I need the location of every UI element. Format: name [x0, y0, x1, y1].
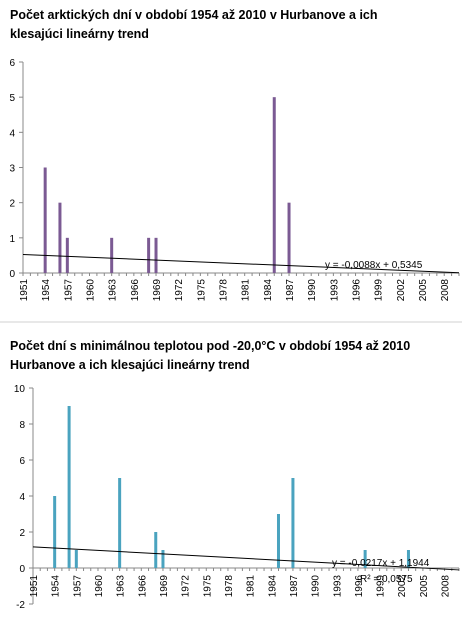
chart2-bar — [291, 478, 295, 568]
chart1-title-line2: klesajúci lineárny trend — [10, 27, 149, 41]
chart1-bar — [147, 237, 151, 273]
chart1-x-tick-label: 1963 — [108, 279, 119, 302]
chart2-y-tick-label: 2 — [19, 528, 25, 539]
chart2-x-tick-label: 2008 — [441, 575, 452, 598]
chart1-bar — [65, 237, 69, 273]
chart1-x-tick-label: 1984 — [263, 279, 274, 302]
chart1-x-tick-label: 1999 — [374, 279, 385, 302]
chart1-title: Počet arktických dní v období 1954 až 20… — [10, 6, 378, 44]
chart2-bar — [161, 550, 165, 568]
chart2-x-tick-label: 1966 — [137, 575, 148, 598]
chart2-y-tick-label: 4 — [19, 492, 25, 503]
chart2-x-tick-label: 1981 — [246, 575, 257, 598]
chart1-x-tick-label: 1981 — [241, 279, 252, 302]
chart1-bar — [110, 237, 114, 273]
chart2-y-tick-label: 0 — [19, 564, 25, 575]
chart2-x-tick-label: 1975 — [202, 575, 213, 598]
chart2-x-tick-label: 1951 — [29, 575, 40, 598]
chart1-y-tick-label: 2 — [9, 199, 15, 210]
chart2-y-tick-label: 8 — [19, 420, 25, 431]
chart2-x-tick-label: 1978 — [224, 575, 235, 598]
chart1-bar — [272, 97, 276, 274]
chart2-x-tick-label: 1996 — [354, 575, 365, 598]
chart2-bar — [118, 478, 122, 568]
chart2-x-tick-label: 1993 — [332, 575, 343, 598]
chart1-x-tick-label: 1990 — [307, 279, 318, 302]
chart2-title: Počet dní s minimálnou teplotou pod -20,… — [10, 337, 410, 375]
chart2-x-tick-label: 1972 — [181, 575, 192, 598]
chart2-bar — [154, 532, 158, 568]
chart2-x-tick-label: 1999 — [376, 575, 387, 598]
chart1-title-line1: Počet arktických dní v období 1954 až 20… — [10, 8, 378, 22]
chart1-x-tick-label: 1966 — [130, 279, 141, 302]
chart2-x-tick-label: 1963 — [116, 575, 127, 598]
chart2-bar — [67, 406, 71, 568]
chart1-x-tick-label: 2008 — [440, 279, 451, 302]
chart2-title-line2: Hurbanove a ich klesajúci lineárny trend — [10, 358, 250, 372]
chart1-x-tick-label: 1957 — [63, 279, 74, 302]
chart1-x-tick-label: 2005 — [418, 279, 429, 302]
chart1-x-tick-label: 1951 — [19, 279, 30, 302]
chart1-x-tick-label: 1969 — [152, 279, 163, 302]
chart1-y-tick-label: 0 — [9, 269, 15, 280]
chart2-bar — [53, 496, 57, 568]
chart1-y-tick-label: 3 — [9, 164, 15, 175]
chart1-y-tick-label: 1 — [9, 234, 15, 245]
chart1-x-tick-label: 1987 — [285, 279, 296, 302]
chart2-title-line1: Počet dní s minimálnou teplotou pod -20,… — [10, 339, 411, 353]
chart1-bar — [43, 167, 47, 273]
chart2-bar — [406, 550, 410, 568]
chart1-x-tick-label: 1975 — [196, 279, 207, 302]
chart1-trend-equation: y = -0,0088x + 0,5345 — [325, 260, 423, 271]
chart2-bar — [363, 550, 367, 568]
chart1-x-tick-label: 1954 — [41, 279, 52, 302]
chart1-bar — [154, 237, 158, 273]
chart2-y-tick-label: -2 — [16, 600, 25, 611]
chart2-x-tick-label: 1990 — [311, 575, 322, 598]
chart2-r-squared: R² = 0,0575 — [360, 574, 413, 585]
chart1-y-tick-label: 5 — [9, 93, 15, 104]
chart1-y-tick-label: 6 — [9, 58, 15, 69]
chart1-x-tick-label: 1993 — [329, 279, 340, 302]
chart2-x-tick-label: 1984 — [267, 575, 278, 598]
chart1-bar — [287, 202, 291, 273]
chart2-y-tick-label: 10 — [14, 384, 26, 395]
chart2-x-tick-label: 1957 — [72, 575, 83, 598]
chart2-x-tick-label: 1969 — [159, 575, 170, 598]
chart2-trendline — [32, 546, 460, 571]
chart1-x-tick-label: 2002 — [396, 279, 407, 302]
chart1-x-tick-label: 1996 — [352, 279, 363, 302]
chart2-x-tick-label: 2005 — [419, 575, 430, 598]
chart2-x-tick-label: 2002 — [397, 575, 408, 598]
chart2-y-tick-label: 6 — [19, 456, 25, 467]
chart1-x-tick-label: 1960 — [86, 279, 97, 302]
chart1-bar — [58, 202, 62, 273]
chart2-trend-equation: y = -0,0217x + 1,1944 — [332, 558, 430, 569]
chart2-bar — [74, 550, 78, 568]
chart1-x-tick-label: 1972 — [174, 279, 185, 302]
chart2-x-tick-label: 1960 — [94, 575, 105, 598]
chart2-bar — [276, 514, 280, 568]
chart2-x-tick-label: 1954 — [51, 575, 62, 598]
chart1-y-tick-label: 4 — [9, 128, 15, 139]
chart1-x-tick-label: 1978 — [219, 279, 230, 302]
chart1-trendline — [22, 254, 460, 274]
chart2-x-tick-label: 1987 — [289, 575, 300, 598]
